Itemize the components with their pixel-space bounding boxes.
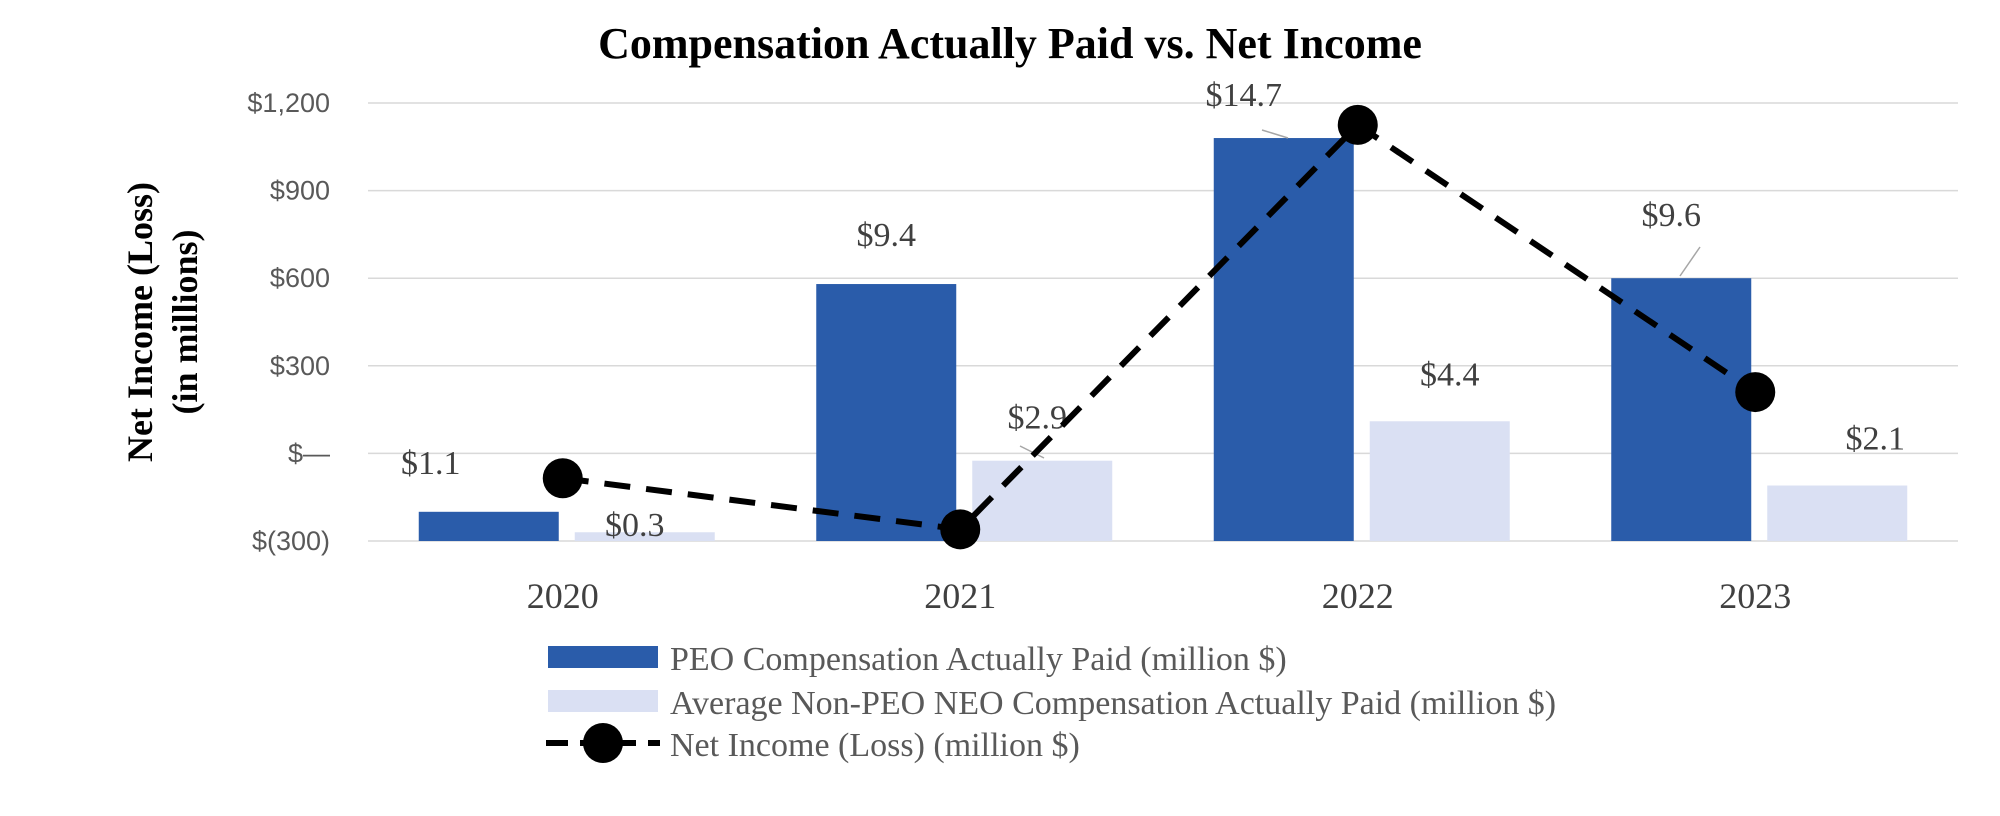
bar-peo-2020 [418,511,559,541]
bar-neo-2020 [574,532,715,541]
y-tick-label: $300 [270,351,330,381]
y-tick-label: $(300) [252,526,330,556]
y-tick-label: $600 [270,263,330,293]
net-income-marker-2022 [1337,104,1378,145]
data-label-peo-2022: $14.7 [1206,77,1283,114]
data-label-neo-2023: $2.1 [1846,421,1906,458]
x-tick-label: 2021 [924,576,996,616]
legend-label-net-income: Net Income (Loss) (million $) [670,727,1080,764]
legend-swatch-neo [548,690,658,712]
leader-line-neo-2021 [1019,445,1045,459]
bar-neo-2021 [972,460,1113,541]
leader-line-peo-2023 [1679,246,1701,277]
bar-peo-2023 [1611,278,1752,541]
legend-label-peo: PEO Compensation Actually Paid (million … [670,641,1287,678]
legend-label-neo: Average Non-PEO NEO Compensation Actuall… [670,685,1556,722]
x-tick-label: 2023 [1719,576,1791,616]
data-label-neo-2021: $2.9 [1008,400,1068,437]
y-axis-ticks: $(300) $— $300 $600 $900 $1,200 [247,88,330,556]
x-tick-label: 2020 [527,576,599,616]
net-income-path [562,121,1757,533]
legend-swatch-net-income-marker [583,723,623,763]
data-label-neo-2022: $4.4 [1420,356,1480,393]
chart-title: Compensation Actually Paid vs. Net Incom… [598,19,1422,68]
y-tick-label: $1,200 [247,88,330,118]
bar-neo-2023 [1767,485,1908,541]
bar-peo-2022 [1213,138,1354,542]
data-label-peo-2020: $1.1 [401,445,461,482]
legend: PEO Compensation Actually Paid (million … [546,641,1556,764]
bar-neo-2022 [1369,421,1510,541]
data-label-neo-2020: $0.3 [605,507,665,544]
x-axis-ticks: 2020 2021 2022 2023 [527,576,1792,616]
bar-peo-2021 [816,284,957,541]
bar-data-labels: $1.1 $0.3 $9.4 $2.9 $14.7 $4.4 $9.6 $2.1 [401,77,1905,544]
bars [418,138,1908,542]
net-income-marker-2020 [542,458,583,499]
y-tick-label: $— [288,438,330,468]
net-income-marker-2021 [940,509,981,550]
net-income-line [542,104,1776,550]
legend-swatch-peo [548,646,658,668]
net-income-marker-2023 [1735,372,1776,413]
x-tick-label: 2022 [1322,576,1394,616]
leader-line-peo-2022 [1261,129,1289,139]
y-axis-title: Net Income (Loss) (in millions) [120,182,205,462]
y-tick-label: $900 [270,176,330,206]
label-leaders [1019,129,1701,459]
y-axis-title-line1: Net Income (Loss) [120,182,160,462]
data-label-peo-2021: $9.4 [857,217,917,254]
y-axis-title-line2: (in millions) [165,229,205,414]
data-label-peo-2023: $9.6 [1642,197,1702,234]
